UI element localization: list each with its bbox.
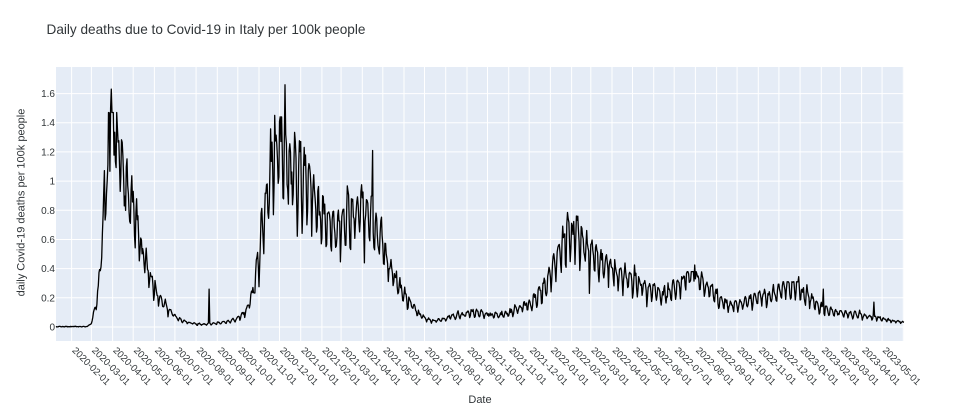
- svg-text:1.4: 1.4: [41, 118, 55, 129]
- svg-text:1.6: 1.6: [41, 89, 55, 100]
- svg-text:Date: Date: [468, 394, 491, 406]
- svg-text:0.4: 0.4: [41, 264, 55, 275]
- svg-text:0.8: 0.8: [41, 206, 55, 217]
- svg-text:0.2: 0.2: [41, 293, 55, 304]
- svg-text:1: 1: [49, 177, 55, 188]
- svg-text:Daily deaths due to Covid-19 i: Daily deaths due to Covid-19 in Italy pe…: [47, 22, 366, 37]
- svg-text:0.6: 0.6: [41, 235, 55, 246]
- svg-text:1.2: 1.2: [41, 147, 55, 158]
- svg-text:daily Covid-19 deaths per 100k: daily Covid-19 deaths per 100k people: [16, 109, 28, 297]
- svg-text:0: 0: [49, 323, 55, 334]
